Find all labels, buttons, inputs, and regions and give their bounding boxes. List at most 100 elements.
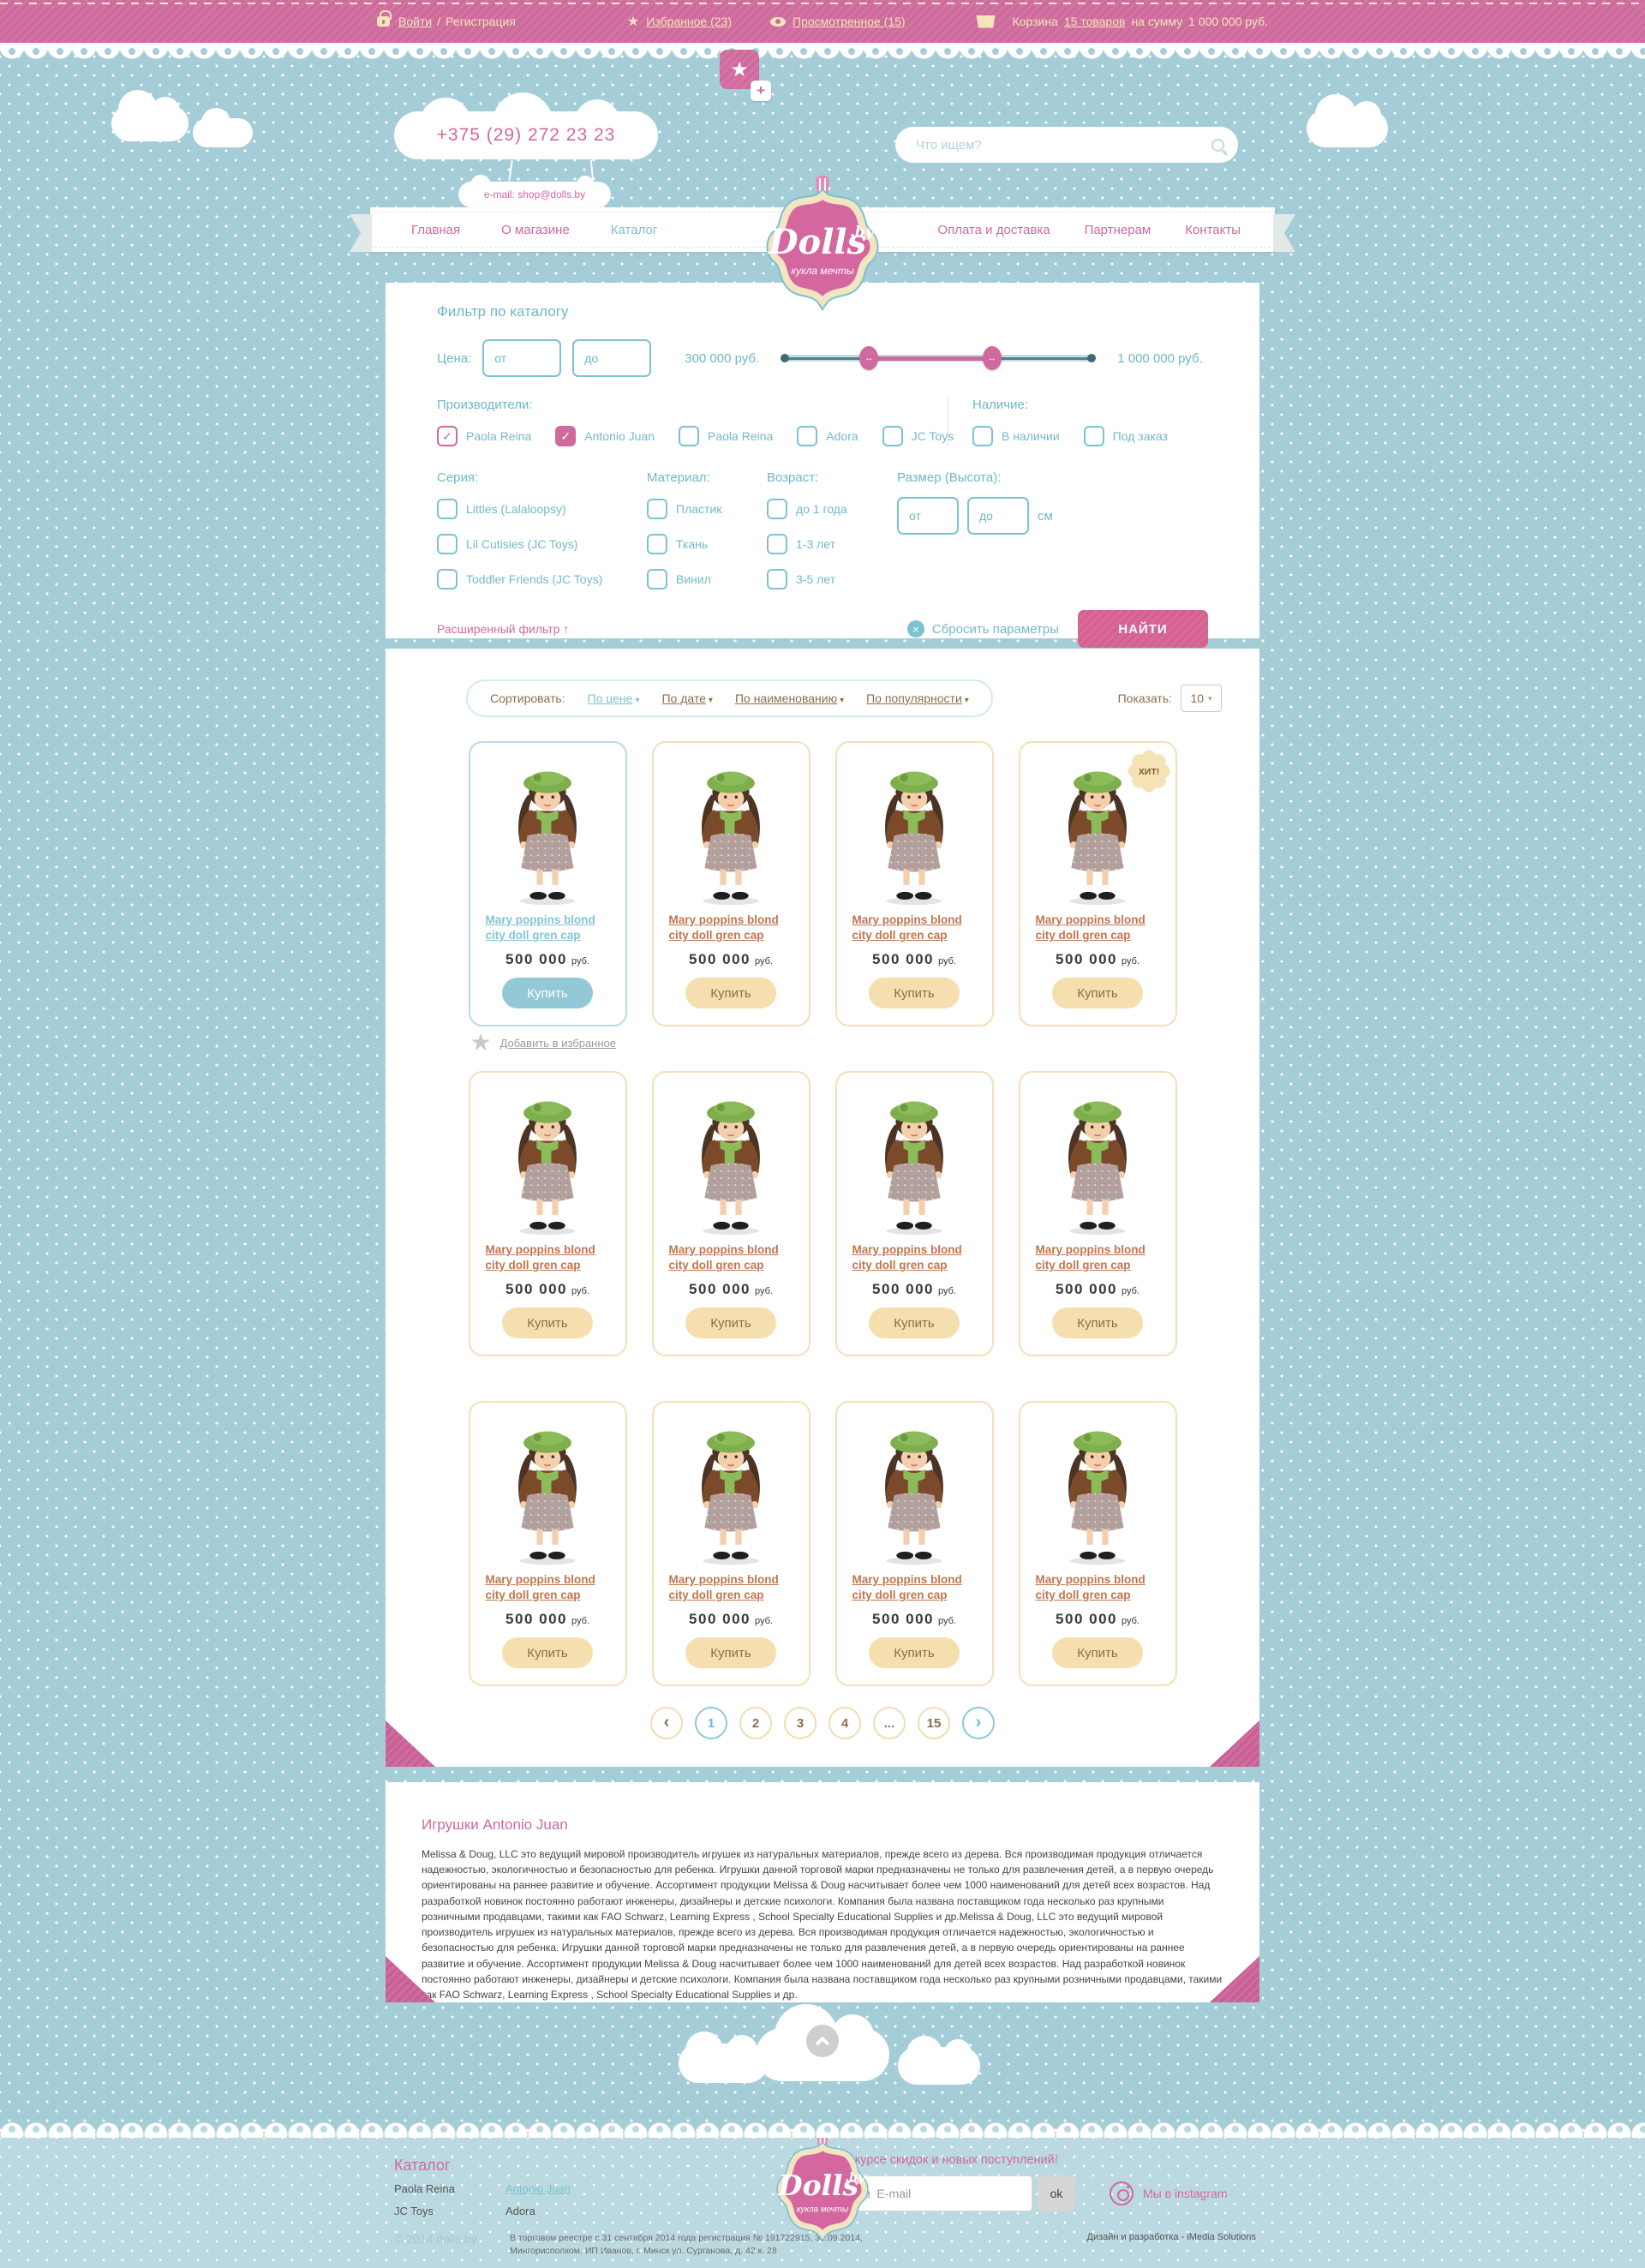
email-address[interactable]: e-mail: shop@dolls.by bbox=[483, 189, 586, 200]
product-image-doll[interactable] bbox=[677, 1081, 785, 1237]
filter-checkbox[interactable]: ✓ 1-3 лет bbox=[767, 534, 897, 554]
product-image-doll[interactable] bbox=[677, 1411, 785, 1567]
nav-item-1[interactable]: О магазине bbox=[501, 222, 570, 237]
nav-item-2[interactable]: Каталог bbox=[610, 222, 658, 237]
buy-button[interactable]: Купить bbox=[685, 978, 776, 1009]
filter-checkbox[interactable]: ✓ Под заказ bbox=[1083, 426, 1168, 446]
size-to-input[interactable] bbox=[967, 497, 1029, 535]
sort-option-2[interactable]: По наименованию ▾ bbox=[734, 691, 845, 705]
filter-checkbox[interactable]: ✓ Ткань bbox=[647, 534, 767, 554]
favorites-widget[interactable]: ★ + bbox=[720, 50, 771, 101]
filter-checkbox[interactable]: ✓ 3-5 лет bbox=[767, 569, 897, 589]
buy-button[interactable]: Купить bbox=[685, 1308, 776, 1339]
nav-item-3[interactable]: Оплата и доставка bbox=[937, 222, 1050, 237]
footer-catalog-link-1[interactable]: Antonio Juan bbox=[505, 2182, 571, 2195]
filter-checkbox[interactable]: ✓ Lil Cutisies (JC Toys) bbox=[437, 534, 647, 554]
product-title-link[interactable]: Mary poppins blond city doll gren cap bbox=[668, 1243, 779, 1272]
nav-item-4[interactable]: Партнерам bbox=[1084, 222, 1152, 237]
product-image-doll[interactable] bbox=[1044, 751, 1152, 907]
pagination-prev-button[interactable]: ‹ bbox=[650, 1707, 683, 1739]
size-from-input[interactable] bbox=[897, 497, 959, 535]
footer-catalog-link-0[interactable]: Paola Reina bbox=[394, 2182, 455, 2195]
buy-button[interactable]: Купить bbox=[502, 978, 593, 1009]
site-logo[interactable]: Dolls .by кукла мечты bbox=[744, 171, 901, 315]
buy-button[interactable]: Купить bbox=[685, 1637, 776, 1669]
filter-checkbox[interactable]: ✓ Paola Reina bbox=[437, 426, 531, 446]
newsletter-submit-button[interactable]: ok bbox=[1038, 2175, 1075, 2211]
filter-checkbox[interactable]: ✓ Adora bbox=[797, 426, 858, 446]
buy-button[interactable]: Купить bbox=[1052, 978, 1143, 1009]
product-title-link[interactable]: Mary poppins blond city doll gren cap bbox=[485, 913, 595, 943]
buy-button[interactable]: Купить bbox=[502, 1637, 593, 1669]
product-title-link[interactable]: Mary poppins blond city doll gren cap bbox=[485, 1573, 595, 1602]
buy-button[interactable]: Купить bbox=[502, 1308, 593, 1339]
product-image-doll[interactable] bbox=[677, 751, 785, 907]
price-to-input[interactable] bbox=[572, 339, 652, 377]
pagination-page-...[interactable]: ... bbox=[873, 1707, 906, 1739]
product-image-doll[interactable] bbox=[1044, 1411, 1152, 1567]
price-slider[interactable]: ↔ ↔ bbox=[781, 345, 1097, 371]
buy-button[interactable]: Купить bbox=[869, 1637, 960, 1669]
pagination-page-2[interactable]: 2 bbox=[739, 1707, 772, 1739]
add-favorite-plus-button[interactable]: + bbox=[751, 81, 771, 101]
product-image-doll[interactable] bbox=[1044, 1081, 1152, 1237]
product-title-link[interactable]: Mary poppins blond city doll gren cap bbox=[1035, 1243, 1146, 1272]
product-title-link[interactable]: Mary poppins blond city doll gren cap bbox=[485, 1243, 595, 1272]
search-input[interactable] bbox=[914, 136, 1211, 153]
product-title-link[interactable]: Mary poppins blond city doll gren cap bbox=[852, 1573, 962, 1602]
product-title-link[interactable]: Mary poppins blond city doll gren cap bbox=[852, 1243, 962, 1272]
show-per-page-select[interactable]: 10 ▾ bbox=[1181, 685, 1222, 712]
sort-option-0[interactable]: По цене ▾ bbox=[587, 691, 640, 705]
search-icon[interactable] bbox=[1211, 138, 1224, 152]
pagination-next-button[interactable]: › bbox=[962, 1707, 995, 1739]
add-to-favorites-link[interactable]: ★ + Добавить в избранное bbox=[470, 1029, 617, 1056]
buy-button[interactable]: Купить bbox=[869, 978, 960, 1009]
buy-button[interactable]: Купить bbox=[869, 1308, 960, 1339]
footer-logo[interactable]: Dolls .by кукла мечты bbox=[757, 2127, 888, 2246]
extended-filter-link[interactable]: Расширенный фильтр ↑ bbox=[437, 622, 570, 636]
product-title-link[interactable]: Mary poppins blond city doll gren cap bbox=[852, 913, 962, 943]
filter-checkbox[interactable]: ✓ В наличии bbox=[972, 426, 1060, 446]
product-image-doll[interactable] bbox=[494, 751, 601, 907]
price-slider-handle-min[interactable]: ↔ bbox=[859, 346, 879, 370]
login-link[interactable]: Войти bbox=[398, 15, 433, 28]
filter-checkbox[interactable]: ✓ Littles (Lalaloopsy) bbox=[437, 499, 647, 519]
nav-item-5[interactable]: Контакты bbox=[1185, 222, 1241, 237]
product-image-doll[interactable] bbox=[494, 1081, 601, 1237]
buy-button[interactable]: Купить bbox=[1052, 1637, 1143, 1669]
pagination-page-4[interactable]: 4 bbox=[828, 1707, 861, 1739]
find-button[interactable]: НАЙТИ bbox=[1078, 610, 1208, 648]
filter-checkbox[interactable]: ✓ до 1 года bbox=[767, 499, 897, 519]
product-title-link[interactable]: Mary poppins blond city doll gren cap bbox=[668, 913, 779, 943]
filter-checkbox[interactable]: ✓ Toddler Friends (JC Toys) bbox=[437, 569, 647, 589]
filter-checkbox[interactable]: ✓ JC Toys bbox=[882, 426, 954, 446]
reset-filters-link[interactable]: × Сбросить параметры bbox=[906, 620, 1059, 637]
nav-item-0[interactable]: Главная bbox=[411, 222, 461, 237]
product-image-doll[interactable] bbox=[860, 751, 968, 907]
filter-checkbox[interactable]: ✓ Пластик bbox=[647, 499, 767, 519]
buy-button[interactable]: Купить bbox=[1052, 1308, 1143, 1339]
favorites-link[interactable]: Избранное (23) bbox=[646, 15, 733, 28]
filter-checkbox[interactable]: ✓ Paola Reina bbox=[679, 426, 773, 446]
scroll-to-top-button[interactable] bbox=[806, 2025, 839, 2057]
cart-items-link[interactable]: 15 товаров bbox=[1063, 15, 1126, 28]
footer-catalog-link-2[interactable]: JC Toys bbox=[394, 2205, 434, 2217]
filter-checkbox[interactable]: ✓ Antonio Juan bbox=[555, 426, 655, 446]
price-from-input[interactable] bbox=[482, 339, 562, 377]
product-image-doll[interactable] bbox=[860, 1411, 968, 1567]
product-title-link[interactable]: Mary poppins blond city doll gren cap bbox=[1035, 1573, 1146, 1602]
product-image-doll[interactable] bbox=[494, 1411, 601, 1567]
sort-option-1[interactable]: По дате ▾ bbox=[661, 691, 713, 705]
newsletter-email-input[interactable] bbox=[844, 2186, 1023, 2201]
filter-checkbox[interactable]: ✓ Винил bbox=[647, 569, 767, 589]
pagination-page-1[interactable]: 1 bbox=[695, 1707, 727, 1739]
price-slider-handle-max[interactable]: ↔ bbox=[982, 346, 1002, 370]
product-title-link[interactable]: Mary poppins blond city doll gren cap bbox=[668, 1573, 779, 1602]
viewed-link[interactable]: Просмотренное (15) bbox=[793, 15, 906, 28]
sort-option-3[interactable]: По популярности ▾ bbox=[866, 691, 969, 705]
pagination-page-15[interactable]: 15 bbox=[918, 1707, 950, 1739]
product-title-link[interactable]: Mary poppins blond city doll gren cap bbox=[1035, 913, 1146, 943]
pagination-page-3[interactable]: 3 bbox=[784, 1707, 817, 1739]
product-image-doll[interactable] bbox=[860, 1081, 968, 1237]
footer-catalog-link-3[interactable]: Adora bbox=[505, 2205, 535, 2217]
